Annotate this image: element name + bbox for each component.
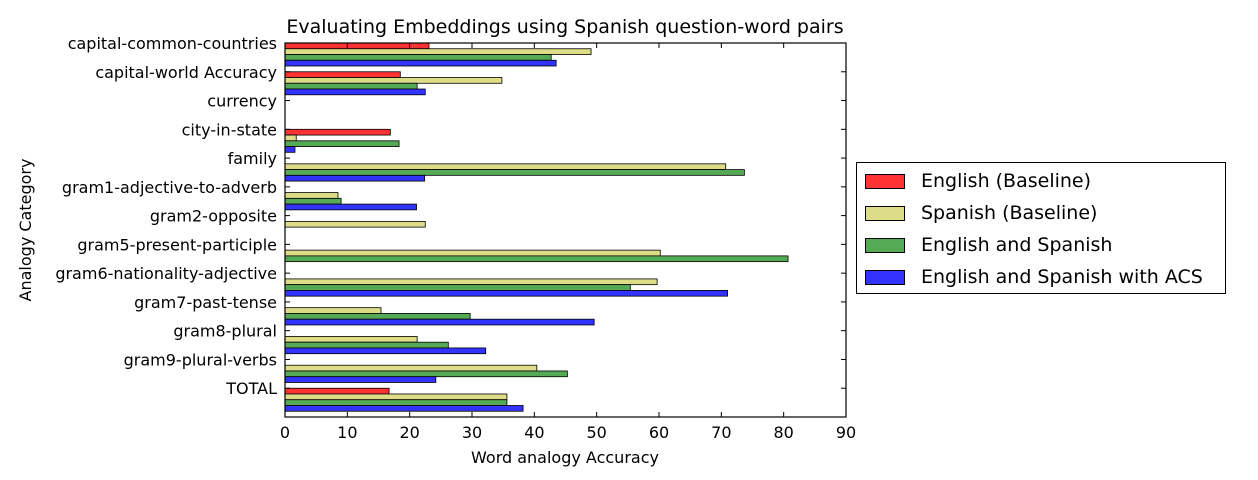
legend-item-english-and-spanish-acs: English and Spanish with ACS: [865, 263, 1203, 291]
y-tick-label: TOTAL: [225, 379, 277, 398]
x-tick-label: 70: [711, 423, 731, 442]
bar: [284, 399, 508, 406]
bar: [284, 42, 430, 50]
bar: [284, 249, 661, 257]
x-tick-label: 0: [280, 423, 290, 442]
y-tick-label: city-in-state: [182, 120, 277, 139]
x-tick-label: 20: [399, 423, 419, 442]
legend-swatch-english-and-spanish-acs: [865, 269, 905, 285]
legend-label: English and Spanish with ACS: [921, 266, 1203, 288]
y-tick-label: currency: [207, 92, 277, 111]
y-tick-label: gram9-plural-verbs: [124, 350, 277, 369]
bar: [284, 77, 503, 84]
bar: [284, 405, 524, 412]
x-tick-label: 80: [773, 423, 793, 442]
legend-swatch-english-and-spanish: [865, 237, 905, 253]
x-tick-labels: 0 10 20 30 40 50 60 70 80 90: [280, 423, 856, 442]
tick-marks: [284, 42, 847, 417]
bar: [284, 278, 658, 286]
bar: [284, 88, 426, 96]
bar: [284, 48, 592, 55]
bar: [284, 59, 557, 67]
bar: [284, 169, 745, 176]
bar: [284, 203, 417, 211]
bar: [284, 318, 595, 326]
bar: [284, 146, 296, 153]
bar: [284, 134, 297, 142]
bar: [284, 255, 789, 263]
bar: [284, 336, 418, 343]
x-tick-label: 40: [524, 423, 544, 442]
legend-item-english-and-spanish: English and Spanish: [865, 231, 1112, 259]
y-tick-label: gram2-opposite: [150, 207, 277, 226]
legend-swatch-english-baseline: [865, 173, 905, 189]
bar: [284, 140, 400, 147]
y-tick-label: family: [228, 149, 277, 168]
y-tick-label: gram8-plural: [173, 322, 277, 341]
x-tick-label: 50: [586, 423, 606, 442]
legend: English (Baseline) Spanish (Baseline) En…: [856, 162, 1226, 294]
y-axis-label: Analogy Category: [16, 159, 35, 302]
chart-title: Evaluating Embeddings using Spanish ques…: [286, 16, 843, 38]
bar: [284, 364, 538, 372]
y-tick-label: capital-common-countries: [68, 34, 277, 53]
plot-area: [284, 42, 847, 418]
x-tick-label: 10: [337, 423, 357, 442]
bar: [284, 197, 342, 205]
bar: [284, 128, 391, 136]
bar: [284, 71, 401, 78]
x-tick-label: 30: [462, 423, 482, 442]
bar: [284, 313, 471, 320]
y-tick-label: capital-world Accuracy: [95, 63, 277, 82]
bar: [284, 387, 390, 395]
bar: [284, 220, 426, 228]
bar: [284, 290, 728, 297]
y-tick-labels: capital-common-countries capital-world Ac…: [55, 34, 277, 398]
x-axis-label: Word analogy Accuracy: [471, 448, 659, 467]
bar: [284, 54, 552, 61]
y-tick-label: gram6-nationality-adjective: [55, 264, 277, 283]
legend-item-english-baseline: English (Baseline): [865, 167, 1091, 195]
bar: [284, 393, 508, 401]
bar: [284, 82, 418, 90]
legend-label: Spanish (Baseline): [921, 202, 1098, 224]
bar: [284, 347, 487, 355]
bar: [284, 370, 568, 378]
y-tick-label: gram1-adjective-to-adverb: [62, 178, 277, 197]
bar: [284, 163, 727, 170]
y-tick-label: gram5-present-participle: [77, 235, 277, 254]
y-tick-label: gram7-past-tense: [134, 293, 277, 312]
legend-label: English and Spanish: [921, 234, 1113, 256]
legend-swatch-spanish-baseline: [865, 205, 905, 221]
bar: [284, 307, 382, 314]
legend-label: English (Baseline): [921, 170, 1092, 192]
x-tick-label: 90: [836, 423, 856, 442]
bar: [284, 376, 437, 383]
bar: [284, 174, 426, 182]
x-tick-label: 60: [649, 423, 669, 442]
bar: [284, 284, 631, 291]
bars-group: [284, 42, 789, 412]
legend-item-spanish-baseline: Spanish (Baseline): [865, 199, 1097, 227]
bar: [284, 192, 339, 199]
bar: [284, 341, 449, 349]
